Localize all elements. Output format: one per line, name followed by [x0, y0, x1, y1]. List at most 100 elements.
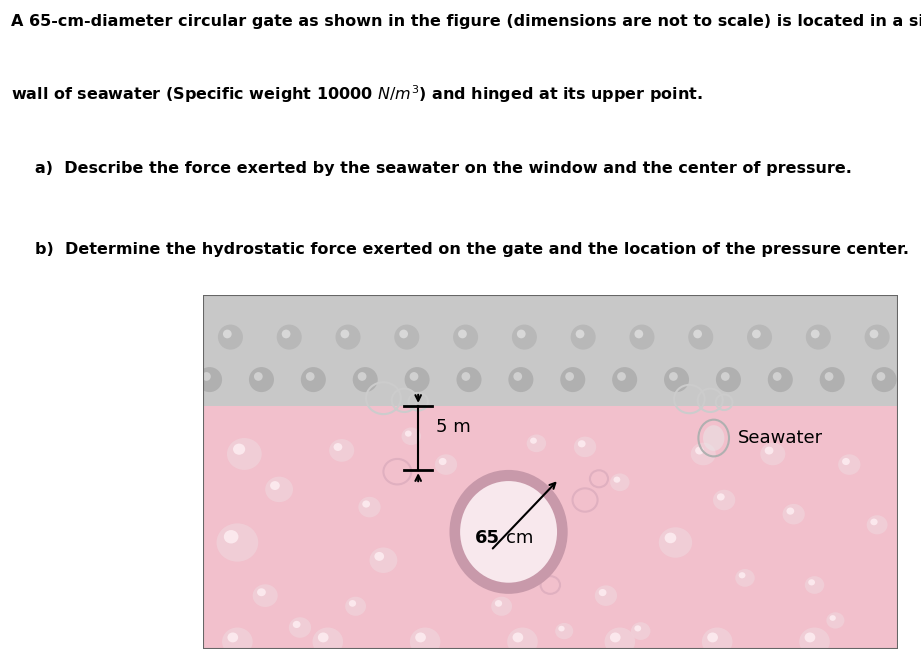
Ellipse shape [735, 569, 754, 587]
Ellipse shape [659, 527, 693, 558]
Ellipse shape [717, 493, 725, 500]
Ellipse shape [402, 428, 421, 445]
Ellipse shape [410, 628, 440, 656]
Ellipse shape [527, 434, 546, 452]
Ellipse shape [830, 615, 836, 621]
Ellipse shape [635, 626, 641, 632]
Ellipse shape [353, 367, 378, 392]
Ellipse shape [405, 430, 412, 437]
Ellipse shape [512, 324, 537, 350]
Ellipse shape [558, 626, 565, 632]
Ellipse shape [335, 324, 360, 350]
Ellipse shape [282, 330, 290, 338]
Ellipse shape [805, 632, 815, 642]
Ellipse shape [358, 496, 380, 518]
Ellipse shape [809, 579, 815, 585]
Ellipse shape [713, 490, 735, 510]
Ellipse shape [491, 596, 512, 616]
Ellipse shape [333, 443, 343, 451]
Ellipse shape [694, 330, 702, 338]
Ellipse shape [461, 372, 471, 381]
Ellipse shape [806, 324, 831, 350]
Ellipse shape [404, 367, 429, 392]
Ellipse shape [703, 425, 725, 451]
Ellipse shape [306, 372, 315, 381]
Ellipse shape [458, 330, 467, 338]
Ellipse shape [341, 330, 349, 338]
Ellipse shape [453, 324, 478, 350]
Text: wall of seawater (Specific weight 10000 $N/m^3$) and hinged at its upper point.: wall of seawater (Specific weight 10000 … [11, 83, 703, 105]
Text: b)  Determine the hydrostatic force exerted on the gate and the location of the : b) Determine the hydrostatic force exert… [35, 242, 909, 257]
Ellipse shape [576, 330, 585, 338]
Ellipse shape [357, 372, 367, 381]
Ellipse shape [349, 600, 356, 607]
Ellipse shape [495, 600, 502, 607]
Ellipse shape [224, 530, 239, 544]
Ellipse shape [555, 623, 573, 639]
Ellipse shape [787, 508, 794, 514]
Ellipse shape [457, 367, 482, 392]
Ellipse shape [197, 367, 222, 392]
Ellipse shape [773, 372, 782, 381]
Ellipse shape [869, 330, 879, 338]
Ellipse shape [459, 518, 468, 526]
Ellipse shape [530, 438, 537, 444]
Ellipse shape [565, 372, 574, 381]
Ellipse shape [612, 367, 637, 392]
Ellipse shape [460, 481, 557, 583]
Ellipse shape [312, 628, 344, 656]
Text: 5 m: 5 m [436, 418, 471, 436]
Ellipse shape [369, 547, 397, 573]
Ellipse shape [664, 367, 689, 392]
Ellipse shape [695, 447, 704, 455]
Ellipse shape [574, 437, 596, 457]
Ellipse shape [877, 372, 885, 381]
Ellipse shape [257, 589, 266, 596]
Ellipse shape [270, 481, 280, 490]
Ellipse shape [783, 504, 805, 524]
Ellipse shape [560, 367, 585, 392]
Ellipse shape [507, 628, 538, 656]
Ellipse shape [752, 330, 761, 338]
Ellipse shape [838, 454, 860, 475]
Ellipse shape [216, 524, 258, 561]
Ellipse shape [345, 596, 366, 616]
Ellipse shape [595, 585, 617, 606]
Ellipse shape [635, 330, 643, 338]
Ellipse shape [810, 330, 820, 338]
Ellipse shape [691, 443, 716, 465]
Ellipse shape [870, 518, 878, 525]
Ellipse shape [747, 324, 772, 350]
Ellipse shape [301, 367, 326, 392]
Ellipse shape [824, 372, 834, 381]
Ellipse shape [610, 473, 630, 491]
Ellipse shape [867, 515, 888, 534]
Ellipse shape [629, 324, 655, 350]
Ellipse shape [227, 632, 239, 642]
Text: cm: cm [506, 529, 533, 547]
Ellipse shape [249, 367, 274, 392]
Ellipse shape [613, 477, 621, 483]
Ellipse shape [721, 372, 729, 381]
Ellipse shape [265, 477, 293, 502]
Ellipse shape [329, 439, 355, 462]
Ellipse shape [222, 628, 252, 656]
Ellipse shape [610, 632, 621, 642]
Ellipse shape [707, 632, 718, 642]
Ellipse shape [362, 500, 370, 508]
Ellipse shape [252, 585, 278, 607]
Ellipse shape [449, 470, 567, 594]
Ellipse shape [764, 447, 774, 455]
Ellipse shape [438, 458, 447, 465]
Ellipse shape [400, 330, 408, 338]
Ellipse shape [454, 514, 479, 536]
Ellipse shape [716, 367, 740, 392]
Ellipse shape [223, 330, 232, 338]
Ellipse shape [842, 458, 850, 465]
Ellipse shape [577, 440, 586, 448]
Ellipse shape [233, 444, 245, 455]
Ellipse shape [702, 628, 732, 656]
Text: a)  Describe the force exerted by the seawater on the window and the center of p: a) Describe the force exerted by the sea… [35, 162, 852, 176]
Ellipse shape [513, 372, 522, 381]
Ellipse shape [318, 632, 329, 642]
